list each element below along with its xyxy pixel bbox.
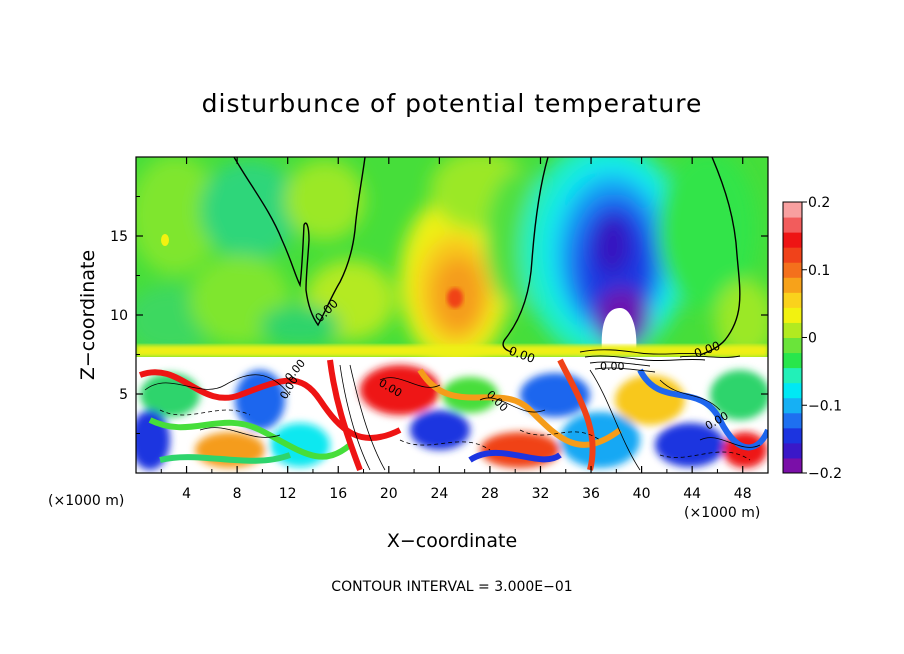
interface-contours bbox=[579, 349, 741, 373]
x-unit-left: (×1000 m) bbox=[48, 493, 124, 509]
colorbar-swatch bbox=[783, 427, 802, 444]
colorbar-swatch bbox=[783, 307, 802, 323]
x-axis: 4 8 12 16 20 24 28 32 36 40 44 48 bbox=[160, 157, 752, 502]
x-tick-label: 36 bbox=[582, 486, 600, 502]
colorbar-tick-label: 0.1 bbox=[808, 263, 830, 279]
x-tick-label: 16 bbox=[329, 486, 347, 502]
x-tick-label: 12 bbox=[279, 486, 297, 502]
colorbar-tick-label: −0.2 bbox=[808, 466, 842, 482]
x-unit-right: (×1000 m) bbox=[684, 505, 760, 521]
colorbar-swatch bbox=[783, 337, 802, 354]
colorbar-tick-label: 0 bbox=[808, 331, 817, 347]
colorbar-swatch bbox=[783, 202, 802, 218]
colorbar: −0.2 −0.1 0 0.1 0.2 bbox=[782, 195, 842, 482]
x-tick-label: 8 bbox=[233, 486, 242, 502]
interface-band bbox=[136, 345, 768, 357]
cold-bubble bbox=[601, 308, 637, 352]
x-tick-label: 4 bbox=[182, 486, 191, 502]
y-axis-label: Z−coordinate bbox=[77, 250, 99, 380]
colorbar-swatch bbox=[783, 292, 802, 308]
colorbar-swatch bbox=[783, 352, 802, 369]
warm-spot bbox=[161, 234, 169, 246]
y-tick-label: 15 bbox=[110, 229, 128, 245]
colorbar-swatch bbox=[783, 397, 802, 414]
y-tick-label: 10 bbox=[110, 308, 128, 324]
colorbar-swatch bbox=[783, 322, 802, 338]
zero-contours bbox=[233, 157, 741, 356]
x-tick-label: 28 bbox=[481, 486, 499, 502]
x-tick-label: 48 bbox=[734, 486, 752, 502]
chart-title: disturbunce of potential temperature bbox=[202, 89, 703, 118]
x-tick-label: 40 bbox=[633, 486, 651, 502]
plot-area bbox=[136, 157, 768, 473]
colorbar-swatch bbox=[783, 382, 802, 399]
warm-core bbox=[447, 288, 463, 308]
colorbar-swatch bbox=[783, 232, 802, 248]
colorbar-swatch bbox=[783, 277, 802, 293]
colorbar-tick-label: 0.2 bbox=[808, 195, 830, 211]
colorbar-tick-label: −0.1 bbox=[808, 398, 842, 414]
colorbar-swatch bbox=[783, 247, 802, 263]
smooth-anomalies bbox=[136, 157, 768, 365]
colorbar-swatch bbox=[783, 367, 802, 384]
contour-interval: CONTOUR INTERVAL = 3.000E−01 bbox=[331, 579, 572, 595]
x-tick-label: 20 bbox=[380, 486, 398, 502]
colorbar-swatch bbox=[783, 412, 802, 429]
x-tick-label: 44 bbox=[683, 486, 701, 502]
colorbar-swatch bbox=[783, 217, 802, 233]
x-tick-label: 24 bbox=[430, 486, 448, 502]
y-axis: 5 10 15 bbox=[110, 196, 768, 434]
colorbar-swatch bbox=[783, 457, 802, 474]
colorbar-swatch bbox=[783, 262, 802, 278]
turbulent-layer bbox=[136, 357, 768, 473]
y-tick-label: 5 bbox=[119, 387, 128, 403]
contour-label: 0.00 bbox=[600, 360, 625, 373]
colorbar-swatch bbox=[783, 442, 802, 459]
x-axis-label: X−coordinate bbox=[387, 530, 517, 552]
x-tick-label: 32 bbox=[532, 486, 550, 502]
